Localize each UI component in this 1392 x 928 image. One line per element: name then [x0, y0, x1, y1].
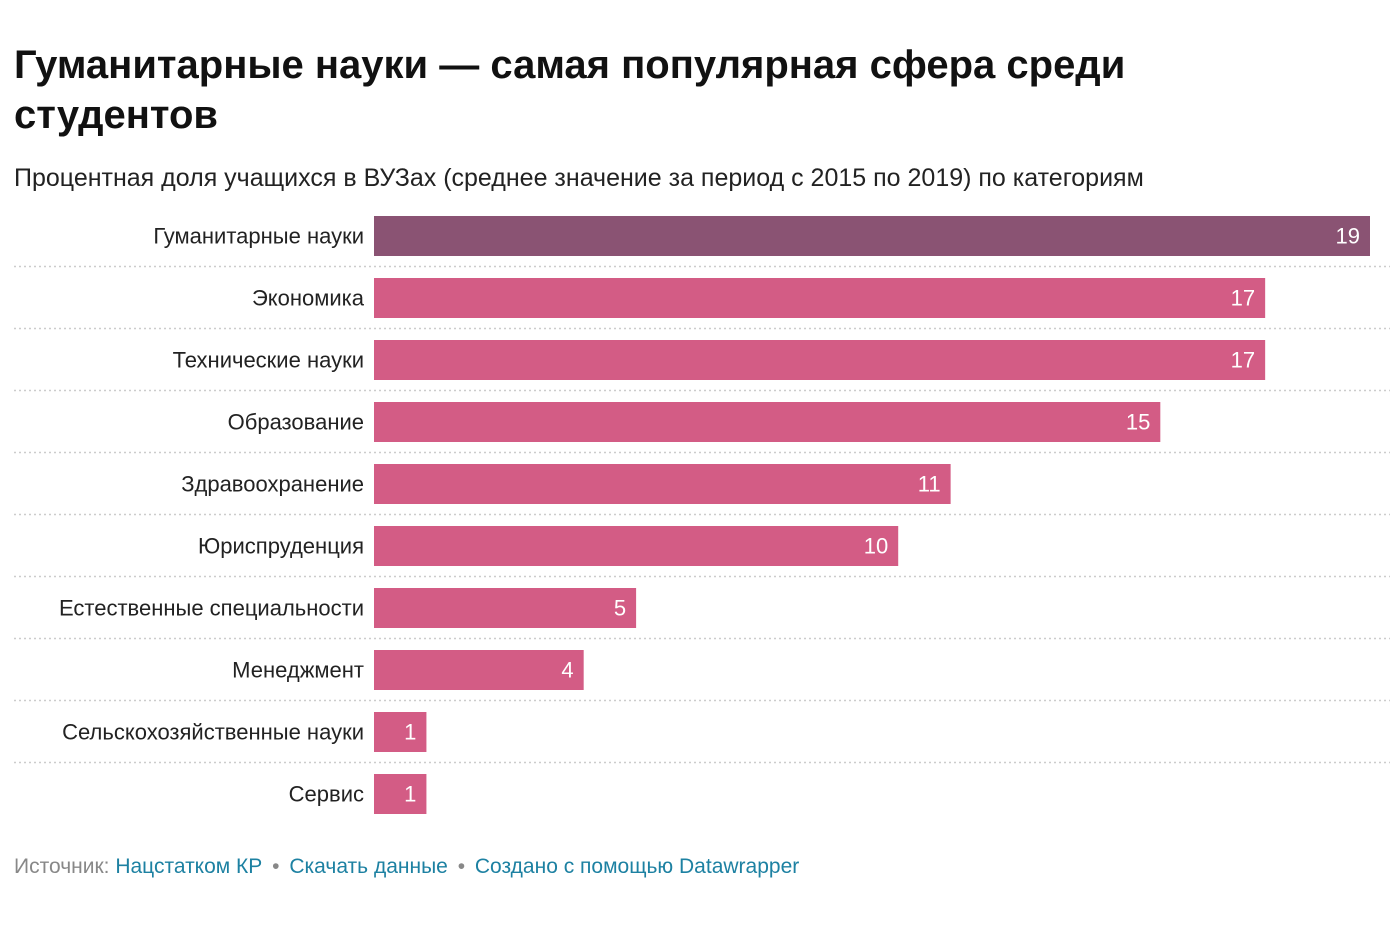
value-label: 10	[864, 534, 888, 559]
bar	[374, 402, 1161, 442]
footer-separator: •	[272, 855, 280, 878]
download-data-link[interactable]: Скачать данные	[289, 855, 448, 878]
category-label: Сервис	[289, 782, 364, 807]
chart-subtitle: Процентная доля учащихся в ВУЗах (средне…	[14, 164, 1144, 192]
value-label: 15	[1126, 410, 1150, 435]
bar	[374, 712, 427, 752]
category-label: Технические науки	[173, 348, 364, 373]
category-label: Менеджмент	[232, 658, 364, 683]
bar-chart: Гуманитарные науки 19 Экономика 17 Техническ…	[14, 216, 1390, 814]
bar	[374, 526, 899, 566]
value-label: 11	[918, 472, 941, 497]
bar	[374, 588, 637, 628]
footer-separator: •	[457, 855, 466, 878]
value-label: 19	[1336, 224, 1360, 249]
bar	[374, 464, 951, 504]
bar	[374, 340, 1266, 380]
category-label: Сельскохозяйственные науки	[62, 720, 364, 745]
datawrapper-link[interactable]: Создано с помощью Datawrapper	[474, 855, 800, 878]
category-label: Гуманитарные науки	[153, 224, 364, 249]
source-link[interactable]: Нацстатком КР	[115, 855, 263, 878]
footer: Источник: Нацстатком КР • Скачать данные…	[14, 852, 799, 882]
bar	[374, 774, 427, 814]
value-label: 1	[404, 720, 416, 745]
category-label: Экономика	[252, 286, 365, 311]
value-label: 5	[614, 596, 626, 621]
bar	[374, 216, 1370, 256]
category-label: Естественные специальности	[59, 596, 364, 621]
category-label: Здравоохранение	[181, 472, 364, 497]
value-label: 4	[561, 658, 573, 683]
source-label: Источник:	[14, 855, 110, 878]
chart-title: Гуманитарные науки — самая популярная сф…	[14, 43, 1126, 137]
value-label: 17	[1231, 286, 1255, 311]
category-label: Юриспруденция	[198, 534, 364, 559]
value-label: 1	[404, 782, 416, 807]
category-label: Образование	[228, 410, 364, 435]
value-label: 17	[1231, 348, 1255, 373]
bar	[374, 650, 584, 690]
bar	[374, 278, 1266, 318]
